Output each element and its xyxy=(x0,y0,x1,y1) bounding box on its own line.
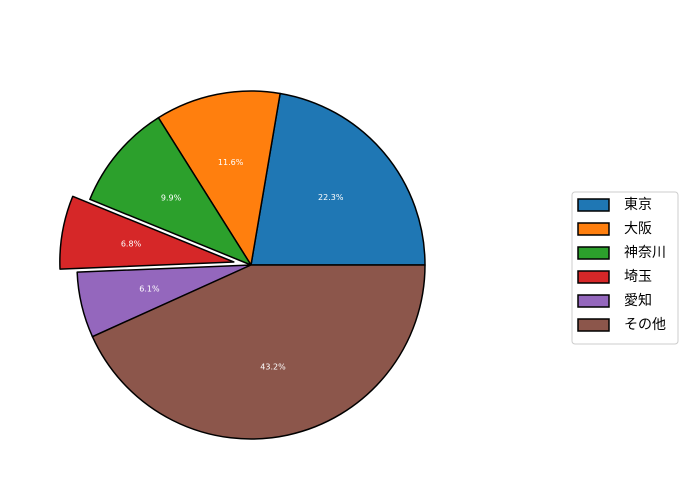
legend-label: 大阪 xyxy=(624,221,652,237)
legend-label: 埼玉 xyxy=(624,269,652,285)
legend-label: その他 xyxy=(624,317,666,333)
slice-label: 11.6% xyxy=(218,158,244,167)
legend-label: 神奈川 xyxy=(624,245,666,261)
slice-label: 9.9% xyxy=(161,193,182,202)
legend-swatch xyxy=(577,246,610,260)
pie-slice xyxy=(91,264,426,440)
slice-label: 22.3% xyxy=(318,193,344,202)
legend-swatch xyxy=(577,222,610,236)
slice-label: 43.2% xyxy=(260,363,286,372)
pie-slice xyxy=(157,90,281,266)
slice-label: 6.8% xyxy=(121,240,142,249)
legend-swatch xyxy=(577,198,610,212)
slice-label: 6.1% xyxy=(139,285,160,294)
pie-slice xyxy=(250,92,426,266)
legend-swatch xyxy=(577,294,610,308)
legend-swatch xyxy=(577,318,610,332)
legend-label: 愛知 xyxy=(624,292,652,309)
pie-slice xyxy=(89,116,252,266)
legend-swatch xyxy=(577,270,610,284)
legend-label: 東京 xyxy=(624,197,652,213)
pie-slice xyxy=(59,195,235,270)
